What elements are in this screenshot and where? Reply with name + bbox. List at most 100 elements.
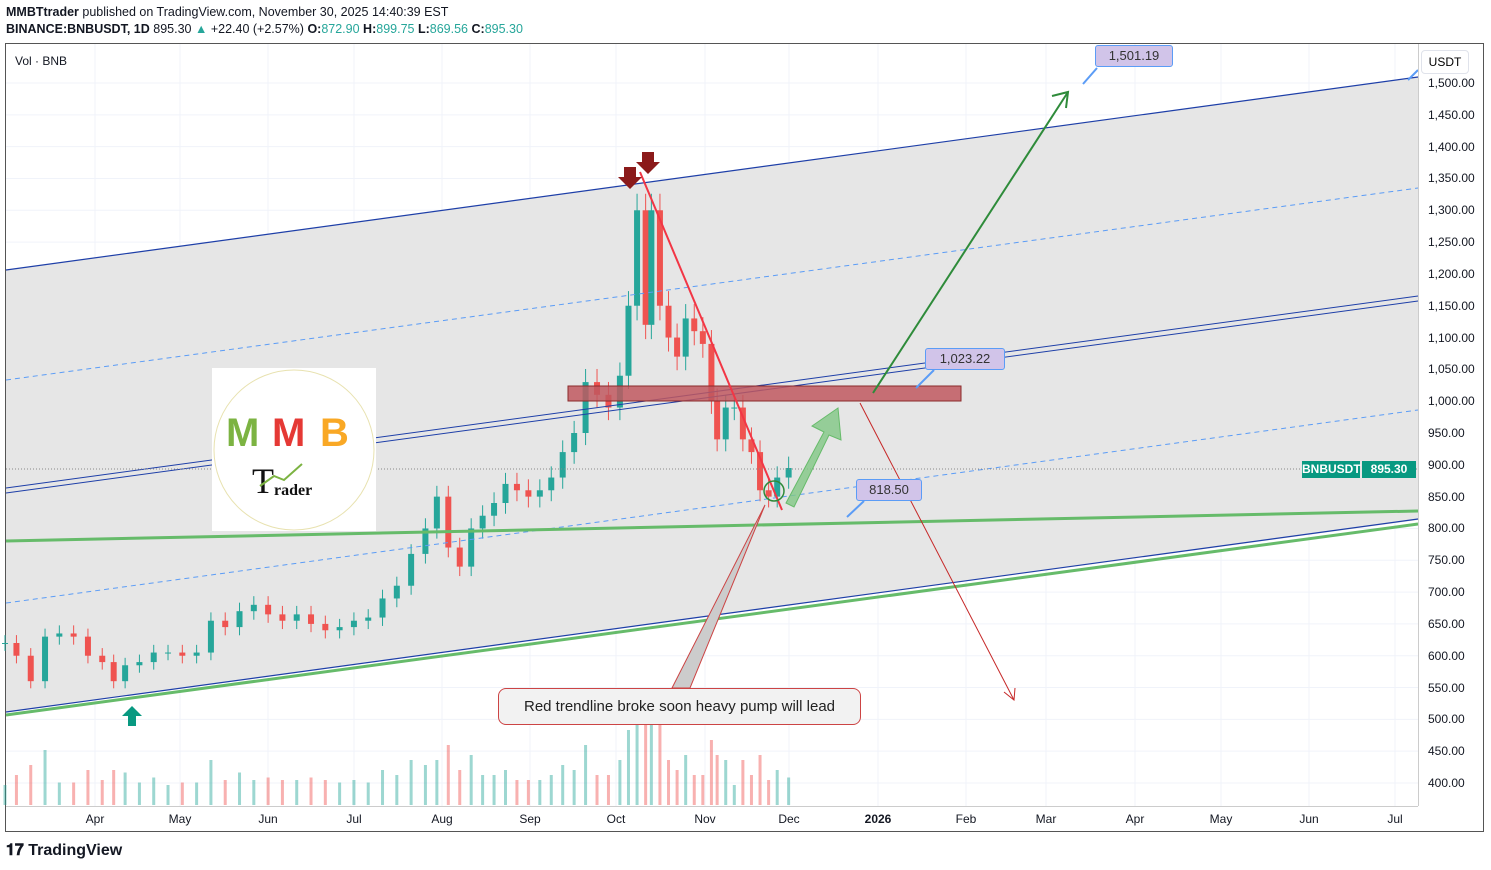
candle[interactable]	[559, 452, 566, 478]
candle[interactable]	[665, 305, 672, 338]
candle[interactable]	[308, 614, 315, 624]
candle[interactable]	[379, 598, 386, 618]
volume-bar	[3, 785, 7, 805]
x-tick: Sep	[519, 812, 541, 826]
close: 895.30	[484, 22, 523, 36]
candle[interactable]	[179, 652, 186, 656]
candle[interactable]	[456, 547, 463, 567]
candle[interactable]	[110, 662, 117, 682]
candle[interactable]	[548, 477, 555, 491]
candle[interactable]	[350, 620, 357, 628]
down-arrow-icon	[636, 152, 660, 174]
candle[interactable]	[674, 337, 681, 357]
volume-bar	[775, 770, 779, 805]
candle[interactable]	[150, 652, 157, 663]
candle[interactable]	[774, 477, 781, 497]
candle[interactable]	[27, 655, 34, 682]
candle[interactable]	[739, 407, 746, 440]
candle[interactable]	[207, 620, 214, 653]
green-support-line[interactable]	[5, 509, 1419, 543]
volume-bar	[715, 755, 719, 805]
down-arrow-icon	[618, 167, 642, 189]
candle[interactable]	[408, 553, 415, 586]
candle[interactable]	[236, 611, 243, 628]
candle[interactable]	[625, 305, 632, 376]
candle[interactable]	[433, 496, 440, 529]
candle[interactable]	[122, 665, 129, 682]
candle[interactable]	[785, 468, 792, 478]
channel-upper[interactable]	[5, 76, 1419, 271]
candle[interactable]	[513, 483, 520, 491]
candle[interactable]	[656, 210, 663, 306]
candle[interactable]	[56, 633, 63, 637]
candle[interactable]	[279, 614, 286, 621]
volume-bar	[526, 780, 530, 805]
candle[interactable]	[642, 210, 649, 325]
candle[interactable]	[765, 490, 772, 497]
support-label[interactable]: 818.50	[856, 479, 922, 501]
candle[interactable]	[2, 643, 8, 644]
candle[interactable]	[722, 407, 729, 440]
candle[interactable]	[525, 490, 532, 497]
target-high-label[interactable]: 1,501.19	[1095, 45, 1173, 67]
candle[interactable]	[708, 343, 715, 402]
candle[interactable]	[468, 528, 475, 567]
author[interactable]: MMBTtrader	[6, 5, 79, 19]
candle[interactable]	[648, 210, 655, 325]
volume-bar	[684, 755, 688, 805]
candle[interactable]	[731, 407, 738, 409]
candle[interactable]	[365, 617, 372, 621]
candle[interactable]	[571, 433, 578, 453]
candle[interactable]	[336, 627, 343, 631]
candle[interactable]	[322, 623, 329, 631]
candle[interactable]	[13, 643, 20, 656]
red-trendline[interactable]	[639, 171, 783, 511]
svg-text:B: B	[320, 411, 349, 455]
candle[interactable]	[42, 636, 49, 682]
annotation-note[interactable]: Red trendline broke soon heavy pump will…	[498, 688, 861, 725]
candle[interactable]	[682, 318, 689, 357]
candle[interactable]	[445, 496, 452, 548]
y-tick: 400.00	[1428, 776, 1465, 790]
candle[interactable]	[582, 382, 589, 433]
candle[interactable]	[634, 210, 641, 306]
candle[interactable]	[99, 655, 106, 663]
volume-bar	[787, 777, 791, 805]
volume-bar	[667, 760, 671, 805]
green-projection-arrow[interactable]	[872, 91, 1069, 394]
candle[interactable]	[757, 452, 764, 491]
candle[interactable]	[265, 604, 272, 615]
channel-dashed-lower[interactable]	[5, 409, 1419, 604]
candle[interactable]	[293, 614, 300, 621]
volume-bar	[112, 770, 116, 805]
candle[interactable]	[165, 652, 172, 654]
candle[interactable]	[691, 318, 698, 332]
breakout-circle[interactable]	[763, 480, 785, 502]
candle[interactable]	[422, 528, 429, 554]
resistance-zone[interactable]	[567, 385, 962, 402]
candle[interactable]	[70, 633, 77, 637]
candle[interactable]	[699, 331, 706, 344]
channel-dashed-upper[interactable]	[5, 187, 1419, 381]
target-mid-label[interactable]: 1,023.22	[925, 348, 1005, 370]
candle[interactable]	[250, 604, 257, 612]
tradingview-logo[interactable]: 𝟏𝟕 TradingView	[6, 842, 122, 860]
x-tick: Mar	[1035, 812, 1057, 826]
candle[interactable]	[714, 401, 721, 440]
volume-bar	[504, 770, 507, 805]
candle[interactable]	[536, 490, 543, 497]
currency-button[interactable]: USDT	[1421, 50, 1469, 74]
candle[interactable]	[222, 620, 229, 628]
candle[interactable]	[84, 636, 91, 656]
candle[interactable]	[479, 515, 486, 529]
candle[interactable]	[193, 652, 200, 656]
chart-frame[interactable]	[5, 43, 1484, 832]
candle[interactable]	[393, 585, 400, 599]
candle[interactable]	[502, 483, 509, 503]
candle[interactable]	[491, 503, 498, 516]
candle[interactable]	[748, 439, 755, 453]
red-projection-arrow[interactable]	[859, 402, 1015, 701]
y-tick: 850.00	[1428, 489, 1465, 504]
candle[interactable]	[136, 662, 143, 666]
